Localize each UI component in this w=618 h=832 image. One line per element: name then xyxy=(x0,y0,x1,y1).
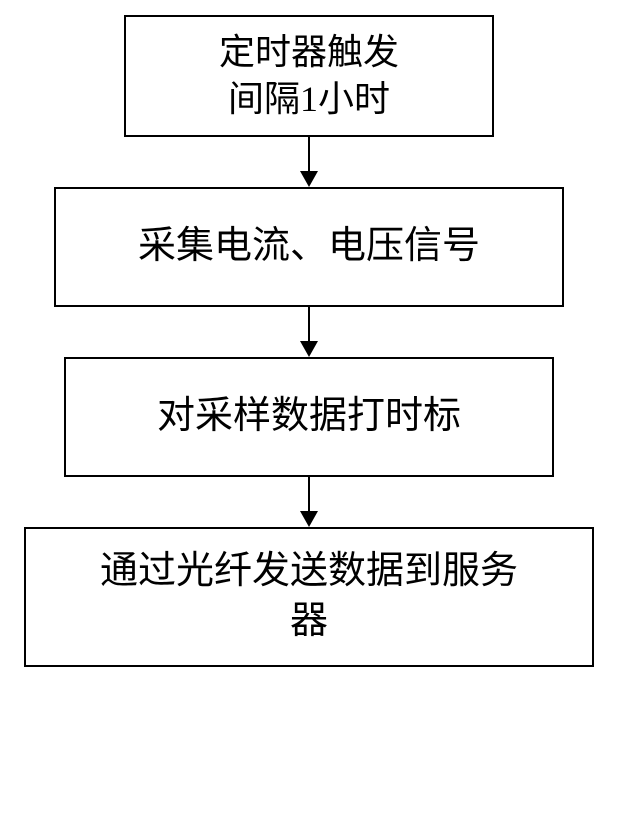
arrow-head-icon xyxy=(300,341,318,357)
arrow-line xyxy=(308,307,310,341)
flow-node-n1: 定时器触发间隔1小时 xyxy=(124,15,494,137)
flow-node-text: 定时器触发 xyxy=(219,29,399,76)
flow-arrow xyxy=(300,477,318,527)
flow-arrow xyxy=(300,137,318,187)
arrow-head-icon xyxy=(300,511,318,527)
arrow-line xyxy=(308,137,310,171)
flowchart-container: 定时器触发间隔1小时采集电流、电压信号对采样数据打时标通过光纤发送数据到服务器 xyxy=(24,15,594,667)
flow-node-text: 通过光纤发送数据到服务 xyxy=(100,547,518,596)
flow-node-text: 间隔1小时 xyxy=(228,76,390,123)
flow-node-n4: 通过光纤发送数据到服务器 xyxy=(24,527,594,667)
flow-node-text: 对采样数据打时标 xyxy=(157,392,461,441)
arrow-head-icon xyxy=(300,171,318,187)
flow-arrow xyxy=(300,307,318,357)
arrow-line xyxy=(308,477,310,511)
flow-node-text: 采集电流、电压信号 xyxy=(138,222,480,271)
flow-node-text: 器 xyxy=(290,597,328,646)
flow-node-n3: 对采样数据打时标 xyxy=(64,357,554,477)
flow-node-n2: 采集电流、电压信号 xyxy=(54,187,564,307)
